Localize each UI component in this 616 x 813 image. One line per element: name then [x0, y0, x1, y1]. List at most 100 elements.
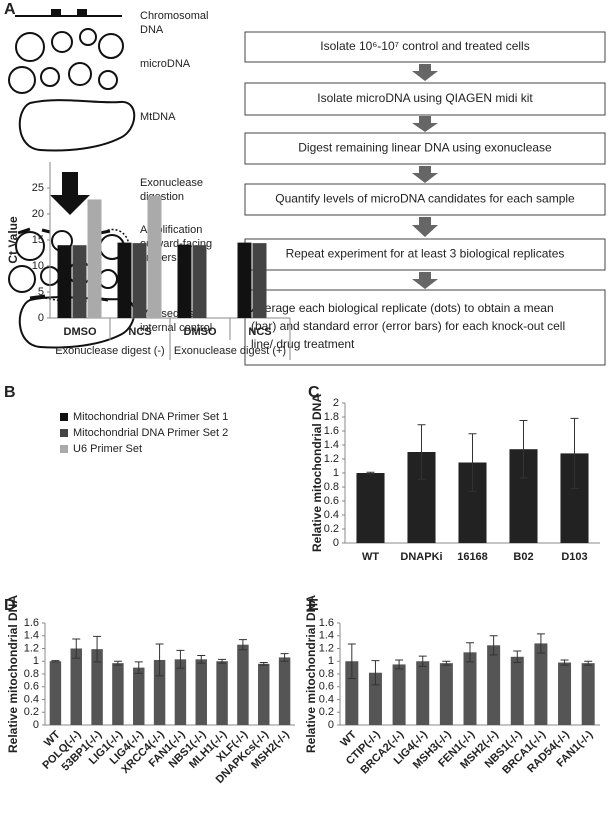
step-annotation: Chromosomal [140, 10, 208, 22]
bar [258, 663, 270, 725]
x-tick-label: WT [362, 551, 379, 563]
bar [237, 644, 249, 725]
error-bar [417, 424, 426, 480]
legend-swatch [60, 445, 68, 453]
step-annotation: DNA [140, 24, 164, 36]
bar [70, 648, 82, 725]
step-text: (bar) and standard error (error bars) fo… [251, 319, 565, 333]
bar [392, 664, 406, 725]
error-bar [280, 653, 289, 662]
x-tick-label: NCS [128, 326, 151, 338]
bar [368, 672, 382, 725]
y-tick-label: 0.2 [319, 706, 334, 718]
step-annotation: MtDNA [140, 111, 176, 123]
bar [356, 473, 385, 543]
error-bar [51, 660, 60, 663]
legend-label: Mitochondrial DNA Primer Set 1 [73, 411, 228, 423]
error-bar [155, 643, 164, 677]
y-tick-label: 0.8 [24, 668, 39, 680]
error-bar [238, 639, 247, 651]
y-tick-label: 1.2 [24, 642, 39, 654]
y-tick-label: 20 [32, 208, 44, 220]
x-tick-label: DNAPKi [400, 551, 442, 563]
error-bar [442, 660, 451, 666]
error-bar [584, 660, 593, 666]
y-tick-label: 0.4 [24, 693, 39, 705]
legend-label: Mitochondrial DNA Primer Set 2 [73, 427, 228, 439]
bar [558, 662, 572, 725]
y-tick-label: 15 [32, 234, 44, 246]
y-tick-label: 5 [38, 286, 44, 298]
bar [174, 659, 187, 725]
error-bar [418, 655, 427, 667]
y-tick-label: 0.6 [324, 495, 339, 507]
big-arrow [50, 172, 90, 215]
error-bar [513, 650, 522, 664]
y-tick-label: 0.2 [24, 706, 39, 718]
x-tick-label: DMSO [64, 326, 97, 338]
y-tick-label: 25 [32, 182, 44, 194]
legend-swatch [60, 429, 68, 437]
bar [278, 657, 291, 725]
error-bar [259, 662, 268, 666]
x-tick-label: DMSO [184, 326, 217, 338]
y-tick-label: 0 [38, 312, 44, 324]
error-bar [466, 642, 474, 663]
y-tick-label: 1.6 [319, 617, 334, 629]
bar [252, 243, 267, 318]
step-text: Digest remaining linear DNA using exonuc… [298, 141, 552, 155]
y-tick-label: 0 [328, 719, 334, 731]
error-bar [113, 660, 122, 666]
y-tick-label: 10 [32, 260, 44, 272]
panel-label: A [4, 1, 16, 18]
y-tick-label: 2 [333, 397, 339, 409]
error-bar [72, 638, 81, 659]
y-tick-label: 1.4 [324, 439, 339, 451]
x-tick-label: D103 [561, 551, 587, 563]
step-text: Isolate microDNA using QIAGEN midi kit [317, 91, 533, 105]
bar [237, 242, 252, 318]
group-label: Exonuclease digest (-) [55, 345, 164, 357]
x-tick-label: B02 [513, 551, 533, 563]
y-tick-label: 0 [33, 719, 39, 731]
error-bar [347, 643, 356, 679]
y-tick-label: 0.8 [319, 668, 334, 680]
y-tick-label: 0.4 [319, 693, 334, 705]
bar [510, 656, 524, 725]
bar [117, 242, 132, 318]
step-text: Average each biological replicate (dots)… [251, 301, 554, 315]
step-text: Quantify levels of microDNA candidates f… [275, 192, 575, 206]
error-bar [519, 420, 528, 479]
y-tick-label: 1.2 [324, 453, 339, 465]
step-annotation: Exonuclease [140, 177, 203, 189]
bar [416, 661, 430, 725]
panel-label: D [4, 597, 16, 614]
y-tick-label: 0.8 [324, 481, 339, 493]
x-tick-label: NCS [248, 326, 271, 338]
step-annotation: internal control [140, 322, 212, 334]
y-tick-label: 1.6 [324, 425, 339, 437]
y-tick-label: 1.4 [24, 630, 39, 642]
bar [57, 245, 72, 318]
step-text: Repeat experiment for at least 3 biologi… [286, 247, 565, 261]
y-tick-label: 0.6 [24, 681, 39, 693]
y-tick-label: 1 [33, 655, 39, 667]
step-boxes [244, 31, 606, 366]
y-tick-label: 1.8 [324, 411, 339, 423]
error-bar [218, 658, 227, 664]
panel-label: C [308, 384, 320, 401]
step-arrows [412, 64, 438, 289]
error-bar [536, 633, 545, 654]
bar [192, 245, 207, 318]
y-tick-label: 0.2 [324, 523, 339, 535]
error-bar [560, 659, 569, 666]
y-tick-label: 1.6 [24, 617, 39, 629]
y-axis-label: Relative mitochondrial DNA [310, 394, 324, 552]
bar [195, 659, 207, 725]
bar [463, 652, 477, 725]
x-tick-label: 16168 [457, 551, 488, 563]
error-bar [134, 661, 143, 674]
y-tick-label: 0.6 [319, 681, 334, 693]
bar [581, 663, 595, 725]
